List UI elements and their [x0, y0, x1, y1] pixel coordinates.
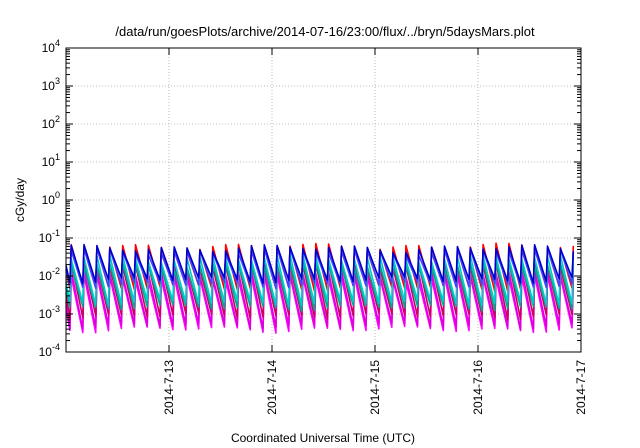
- x-axis: 2014-7-13 2014-7-14 2014-7-15 2014-7-16 2014…: [162, 48, 588, 415]
- x-tick-label: 2014-7-14: [265, 360, 279, 415]
- y-tick-label: 101: [42, 152, 60, 169]
- x-tick-label: 2014-7-16: [471, 360, 485, 415]
- y-tick-label: 10-1: [39, 228, 60, 245]
- y-tick-label: 104: [42, 38, 60, 55]
- y-tick-label: 100: [42, 190, 60, 207]
- y-tick-label: 10-4: [39, 342, 60, 359]
- y-axis-label: cGy/day: [13, 178, 27, 222]
- y-axis: 10-4 10-3 10-2 10-1 100 101 102 103 104: [39, 38, 581, 359]
- x-tick-label: 2014-7-15: [368, 360, 382, 415]
- x-axis-label: Coordinated Universal Time (UTC): [231, 431, 415, 445]
- y-tick-label: 103: [42, 76, 60, 93]
- series-group: [65, 242, 575, 334]
- y-tick-label: 10-3: [39, 304, 60, 321]
- x-tick-label: 2014-7-17: [574, 360, 588, 415]
- chart-title: /data/run/goesPlots/archive/2014-07-16/2…: [115, 24, 535, 39]
- y-tick-label: 10-2: [39, 266, 60, 283]
- series-line: [65, 243, 575, 285]
- x-tick-label: 2014-7-13: [162, 360, 176, 415]
- y-tick-label: 102: [42, 114, 60, 131]
